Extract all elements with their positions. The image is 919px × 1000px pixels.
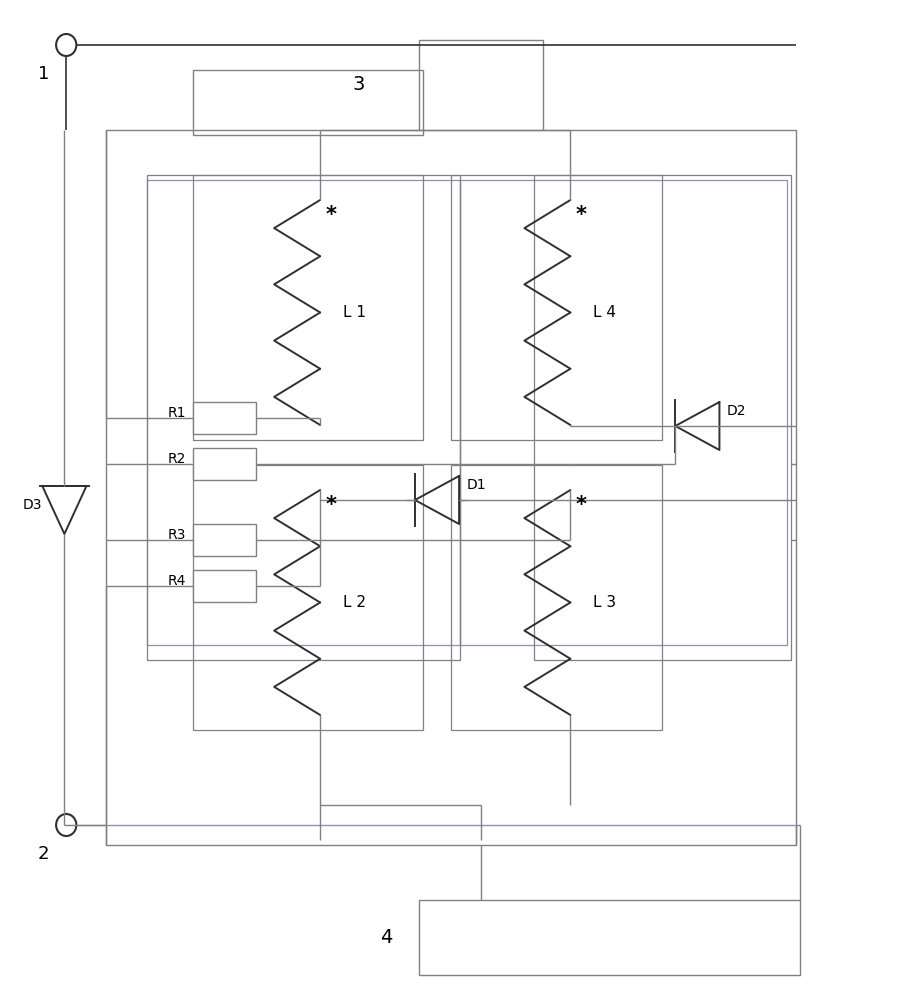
Bar [193, 448, 255, 480]
Text: 2: 2 [38, 845, 49, 863]
Bar [418, 900, 800, 975]
Text: *: * [575, 205, 586, 225]
Bar [533, 175, 790, 660]
Text: 3: 3 [352, 76, 365, 95]
Bar [193, 70, 423, 135]
Text: R3: R3 [167, 528, 186, 542]
Text: D1: D1 [466, 478, 485, 492]
Text: L 4: L 4 [593, 305, 616, 320]
Text: L 1: L 1 [343, 305, 366, 320]
Text: L 3: L 3 [593, 595, 616, 610]
Text: R4: R4 [167, 574, 186, 588]
Bar [460, 180, 786, 645]
Text: 1: 1 [38, 65, 49, 83]
Text: *: * [575, 495, 586, 515]
Bar [147, 180, 460, 645]
Bar [106, 130, 795, 845]
Bar [450, 175, 662, 440]
Bar [193, 402, 255, 434]
Text: L 2: L 2 [343, 595, 366, 610]
Bar [450, 465, 662, 730]
Text: *: * [325, 205, 336, 225]
Text: *: * [325, 495, 336, 515]
Text: D3: D3 [23, 498, 42, 512]
Text: R1: R1 [167, 406, 186, 420]
Text: R2: R2 [167, 452, 186, 466]
Bar [418, 40, 542, 130]
Text: D2: D2 [726, 404, 745, 418]
Text: 4: 4 [380, 928, 392, 947]
Bar [147, 175, 460, 660]
Bar [193, 570, 255, 602]
Bar [193, 465, 423, 730]
Bar [193, 524, 255, 556]
Bar [193, 175, 423, 440]
